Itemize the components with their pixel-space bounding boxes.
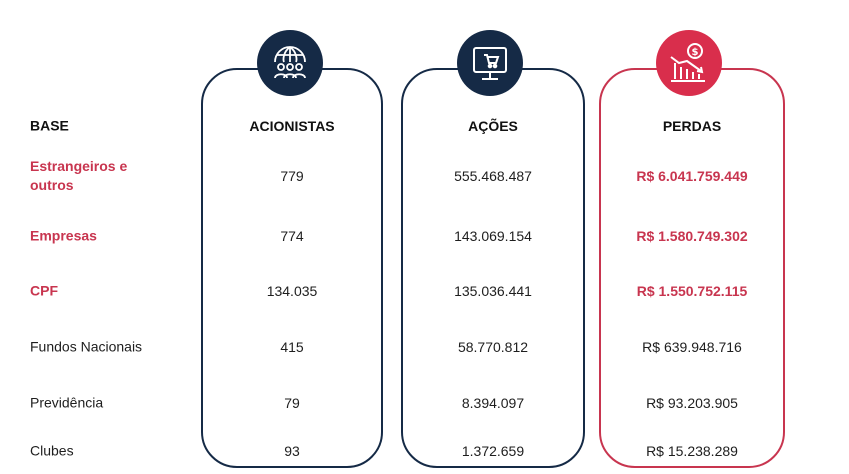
header-acoes: AÇÕES [468, 118, 518, 134]
acoes-value: 1.372.659 [461, 443, 525, 459]
row-label: Fundos Nacionais [30, 338, 143, 355]
perdas-value: R$ 1.580.749.302 [636, 228, 748, 244]
acionistas-value: 93 [284, 443, 300, 459]
acionistas-value: 779 [280, 168, 304, 184]
declining-chart-dollar-icon: $ [656, 30, 722, 96]
acoes-value: 555.468.487 [454, 168, 532, 184]
header-base: BASE [30, 117, 69, 134]
header-perdas: PERDAS [662, 118, 722, 134]
row-label: Empresas [30, 227, 97, 244]
row-label-text: Estrangeiros e outros [30, 158, 128, 193]
header-acionistas: ACIONISTAS [249, 118, 335, 134]
acoes-value: 135.036.441 [454, 283, 532, 299]
monitor-cart-icon [457, 30, 523, 96]
row-label: Clubes [30, 442, 74, 459]
acionistas-value: 774 [280, 228, 304, 244]
row-label: Estrangeiros e outros [30, 157, 150, 195]
acoes-value: 8.394.097 [461, 395, 525, 411]
svg-text:$: $ [692, 47, 699, 58]
acionistas-value: 134.035 [266, 283, 318, 299]
row-label: Previdência [30, 394, 104, 411]
acoes-value: 143.069.154 [454, 228, 532, 244]
row-label: CPF [30, 282, 58, 299]
perdas-value: R$ 6.041.759.449 [636, 168, 748, 184]
globe-people-icon [257, 30, 323, 96]
perdas-value: R$ 1.550.752.115 [636, 283, 748, 299]
perdas-value: R$ 15.238.289 [646, 443, 738, 459]
perdas-value: R$ 639.948.716 [642, 339, 742, 355]
perdas-value: R$ 93.203.905 [646, 395, 738, 411]
acionistas-value: 415 [280, 339, 304, 355]
acionistas-value: 79 [284, 395, 300, 411]
acoes-value: 58.770.812 [457, 339, 529, 355]
